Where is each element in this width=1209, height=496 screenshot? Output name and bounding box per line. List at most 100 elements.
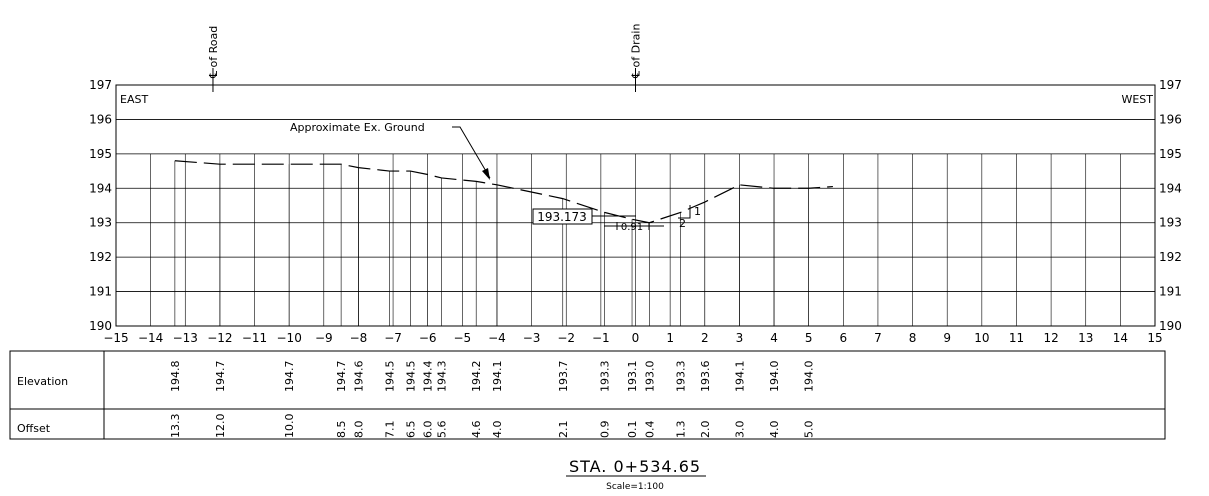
offset-value: 12.0	[214, 414, 227, 439]
ground-leader	[452, 126, 491, 179]
offset-value: 1.3	[675, 421, 688, 439]
x-tick-label: 5	[805, 331, 813, 345]
centerlines: ℄ of Road ℄ of Drain	[207, 24, 643, 92]
offset-value: 3.0	[733, 421, 746, 439]
offset-value: 6.5	[404, 421, 417, 439]
y-tick-label-left: 190	[89, 319, 112, 333]
x-tick-labels: −15 −14 −13 −12 −11 −10 −9 −8 −7 −6 −5 −4 −3 −2 −1 0 1 2 3…	[103, 331, 1162, 345]
x-tick-label: 3	[736, 331, 744, 345]
y-tick-label-right: 192	[1159, 250, 1182, 264]
x-tick-label: 8	[909, 331, 917, 345]
x-tick-label: 12	[1043, 331, 1058, 345]
elevation-value: 193.7	[557, 361, 570, 393]
ground-label: Approximate Ex. Ground	[290, 121, 425, 134]
elevation-value: 194.1	[733, 361, 746, 393]
offset-value: 7.1	[384, 421, 397, 439]
y-tick-label-right: 194	[1159, 181, 1182, 195]
y-tick-label-left: 192	[89, 250, 112, 264]
east-label: EAST	[120, 93, 148, 106]
table-values: 194.8 13.3 194.7 12.0 194.7 10.0 194.7 8.5 194.6…	[169, 361, 816, 439]
offset-value: 8.0	[352, 421, 365, 439]
y-tick-label-right: 197	[1159, 78, 1182, 92]
offset-value: 0.1	[626, 421, 639, 439]
x-tick-label: −4	[488, 331, 506, 345]
offset-value: 4.0	[768, 421, 781, 439]
x-tick-label: −15	[103, 331, 128, 345]
elevation-value: 193.3	[598, 361, 611, 393]
x-tick-label: −12	[207, 331, 232, 345]
y-tick-label-left: 197	[89, 78, 112, 92]
y-tick-label-left: 195	[89, 147, 112, 161]
x-tick-label: 14	[1113, 331, 1128, 345]
elevation-value: 194.0	[803, 361, 816, 393]
offset-value: 6.0	[422, 421, 435, 439]
elevation-value: 194.7	[335, 361, 348, 393]
station-grid	[150, 153, 1121, 326]
y-tick-label-right: 193	[1159, 216, 1182, 230]
x-tick-label: 7	[874, 331, 882, 345]
x-tick-label: −8	[350, 331, 368, 345]
x-tick-label: 6	[839, 331, 847, 345]
x-tick-label: −14	[138, 331, 163, 345]
data-table: Elevation Offset 194.8 13.3 194.7 12.0 194.7…	[9, 350, 1166, 440]
elevation-value: 194.3	[436, 361, 449, 393]
elevation-value: 193.6	[699, 361, 712, 393]
y-tick-labels: 190 190 191 191 192 192 193 193 194 194 195 195 196 1…	[89, 78, 1182, 333]
x-tick-label: 4	[770, 331, 778, 345]
leader-arrowhead	[482, 168, 490, 180]
elevation-value: 194.0	[768, 361, 781, 393]
elevation-value: 193.1	[626, 361, 639, 393]
y-tick-label-right: 195	[1159, 147, 1182, 161]
y-tick-label-left: 193	[89, 216, 112, 230]
x-tick-label: 1	[666, 331, 674, 345]
width-label: 0.91	[621, 222, 643, 233]
x-tick-label: 0	[632, 331, 640, 345]
y-tick-label-left: 196	[89, 112, 112, 126]
x-tick-label: 15	[1147, 331, 1162, 345]
ground-line	[174, 160, 833, 224]
elevation-value: 194.8	[169, 361, 182, 393]
x-tick-label: −13	[173, 331, 198, 345]
offset-value: 8.5	[335, 421, 348, 439]
x-tick-label: 13	[1078, 331, 1093, 345]
offset-value: 2.1	[557, 421, 570, 439]
slope-rise: 1	[694, 205, 701, 218]
elevation-value: 194.1	[491, 361, 504, 393]
x-tick-label: −9	[315, 331, 333, 345]
offset-value: 10.0	[283, 414, 296, 439]
y-tick-label-left: 191	[89, 285, 112, 299]
x-tick-label: −3	[523, 331, 541, 345]
x-tick-label: −7	[384, 331, 402, 345]
slope-run: 2	[679, 217, 686, 230]
offset-value: 0.4	[643, 421, 656, 439]
offset-value: 5.0	[803, 421, 816, 439]
x-tick-label: −5	[453, 331, 471, 345]
slope-triangle	[678, 205, 691, 219]
elevation-value: 193.3	[675, 361, 688, 393]
elevation-value: 194.4	[422, 361, 435, 393]
table-frame	[9, 350, 1166, 440]
x-tick-label: −10	[277, 331, 302, 345]
ground-profile	[174, 160, 833, 326]
centerline-label: ℄ of Drain	[630, 24, 643, 79]
x-tick-label: 11	[1009, 331, 1024, 345]
x-tick-label: −1	[592, 331, 610, 345]
elevation-value: 194.5	[404, 361, 417, 393]
x-tick-label: 2	[701, 331, 709, 345]
x-tick-label: 9	[943, 331, 951, 345]
station-title: STA. 0+534.65	[569, 457, 701, 476]
x-tick-label: −6	[419, 331, 437, 345]
elevation-value: 194.7	[283, 361, 296, 393]
x-tick-label: −2	[557, 331, 575, 345]
y-tick-label-left: 194	[89, 181, 112, 195]
centerline-label: ℄ of Road	[207, 26, 220, 79]
x-tick-label: −11	[242, 331, 267, 345]
elevation-row-label: Elevation	[17, 375, 68, 388]
offset-row-label: Offset	[17, 422, 51, 435]
x-tick-label: 10	[974, 331, 989, 345]
offset-value: 0.9	[598, 421, 611, 439]
west-label: WEST	[1121, 93, 1153, 106]
elevation-value: 194.7	[214, 361, 227, 393]
offset-value: 4.6	[470, 421, 483, 439]
